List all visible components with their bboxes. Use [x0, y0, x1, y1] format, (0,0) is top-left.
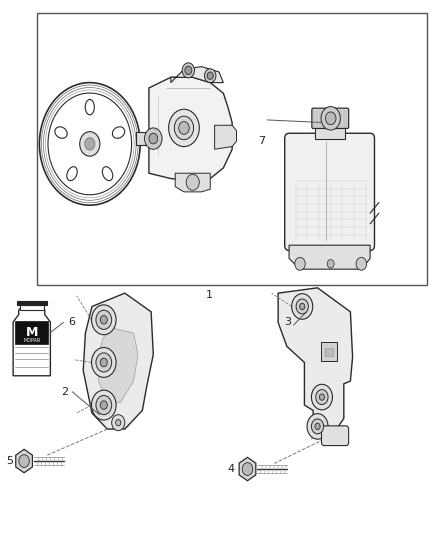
Circle shape	[39, 83, 140, 205]
Bar	[17, 301, 47, 305]
Polygon shape	[215, 125, 237, 149]
Polygon shape	[16, 449, 32, 473]
Bar	[325, 348, 333, 356]
Circle shape	[319, 394, 325, 400]
Ellipse shape	[67, 167, 77, 181]
Polygon shape	[171, 67, 223, 83]
Polygon shape	[83, 293, 153, 429]
Text: 2: 2	[61, 387, 68, 397]
Circle shape	[96, 353, 112, 372]
Circle shape	[205, 69, 216, 83]
Circle shape	[92, 305, 116, 335]
Circle shape	[242, 463, 253, 475]
FancyBboxPatch shape	[312, 108, 349, 128]
Polygon shape	[13, 305, 50, 376]
Circle shape	[145, 128, 162, 149]
Bar	[15, 320, 48, 344]
Bar	[37, 13, 427, 285]
Circle shape	[112, 415, 125, 431]
FancyBboxPatch shape	[285, 133, 374, 251]
Circle shape	[311, 419, 324, 434]
Text: 4: 4	[227, 464, 234, 474]
Text: 5: 5	[6, 456, 13, 466]
Ellipse shape	[113, 127, 125, 138]
Bar	[20, 305, 44, 310]
Text: 3: 3	[284, 318, 291, 327]
Polygon shape	[289, 245, 370, 269]
Circle shape	[207, 72, 213, 79]
Circle shape	[85, 138, 95, 150]
Polygon shape	[278, 288, 353, 437]
Circle shape	[96, 395, 112, 415]
Circle shape	[316, 390, 328, 405]
Circle shape	[327, 260, 334, 268]
Polygon shape	[149, 77, 232, 181]
Circle shape	[80, 132, 100, 156]
Circle shape	[100, 401, 107, 409]
Ellipse shape	[102, 167, 113, 181]
FancyBboxPatch shape	[321, 426, 349, 446]
Circle shape	[300, 303, 305, 310]
Circle shape	[169, 109, 199, 147]
Circle shape	[179, 122, 189, 134]
Text: 6: 6	[68, 318, 75, 327]
Circle shape	[92, 348, 116, 377]
Circle shape	[325, 112, 336, 125]
Circle shape	[296, 299, 308, 314]
Circle shape	[292, 294, 313, 319]
Circle shape	[321, 107, 340, 130]
Bar	[315, 125, 345, 139]
Text: 1: 1	[206, 290, 213, 301]
Circle shape	[100, 316, 107, 324]
Circle shape	[174, 116, 194, 140]
Polygon shape	[99, 328, 138, 402]
Bar	[321, 342, 337, 361]
Circle shape	[307, 414, 328, 439]
Circle shape	[149, 133, 158, 144]
Circle shape	[295, 257, 305, 270]
Circle shape	[100, 358, 107, 367]
Ellipse shape	[55, 127, 67, 138]
Text: MOPAR: MOPAR	[23, 338, 40, 343]
Polygon shape	[175, 173, 210, 192]
Circle shape	[311, 384, 332, 410]
Circle shape	[186, 174, 199, 190]
Circle shape	[315, 423, 320, 430]
Text: 7: 7	[258, 136, 265, 146]
Circle shape	[96, 310, 112, 329]
Text: M: M	[25, 326, 38, 339]
Bar	[136, 132, 153, 145]
Circle shape	[356, 257, 367, 270]
Circle shape	[116, 419, 121, 426]
Circle shape	[48, 93, 131, 195]
Circle shape	[182, 63, 194, 78]
Circle shape	[92, 390, 116, 420]
Ellipse shape	[85, 100, 94, 115]
Polygon shape	[239, 457, 256, 481]
Circle shape	[19, 455, 29, 467]
Circle shape	[185, 66, 192, 75]
